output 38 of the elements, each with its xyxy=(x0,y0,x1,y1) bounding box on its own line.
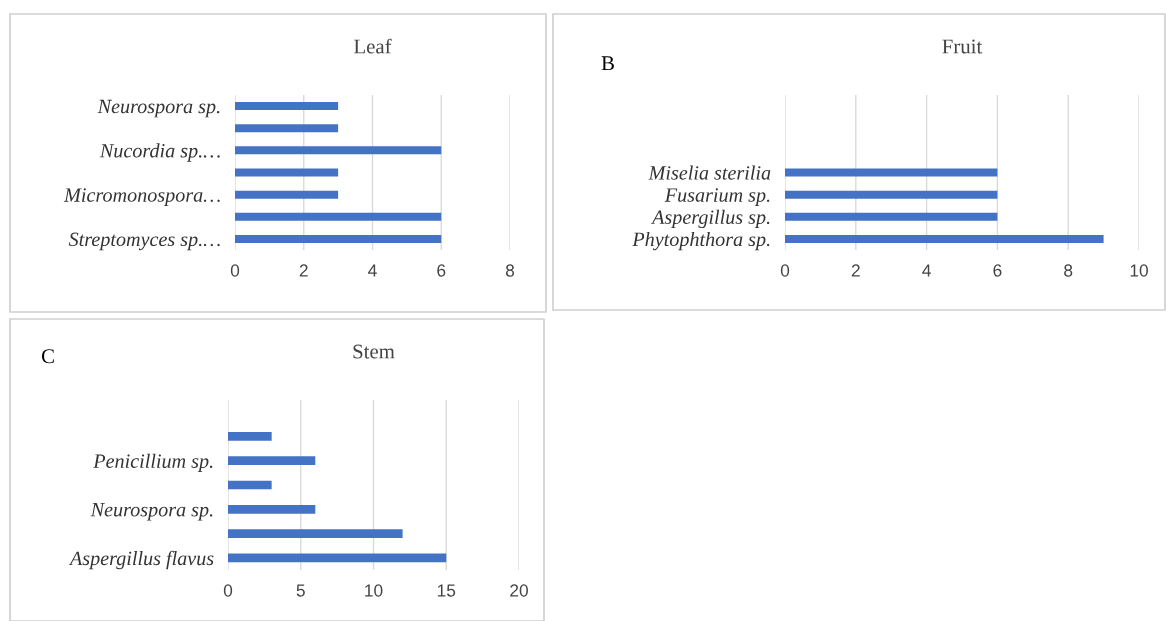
x-tick-label: 8 xyxy=(1064,264,1073,277)
bar xyxy=(228,529,403,538)
x-tick-label: 4 xyxy=(922,264,931,277)
x-tick-label: 5 xyxy=(296,584,305,597)
bar xyxy=(228,456,316,466)
y-tick-label: Neurospora sp. xyxy=(90,503,213,521)
x-tick-label: 20 xyxy=(510,584,528,597)
x-tick-label: 0 xyxy=(230,264,240,277)
x-tick-label: 8 xyxy=(505,264,515,277)
x-tick-label: 0 xyxy=(223,584,233,597)
text: B xyxy=(601,56,614,71)
y-tick-label: Nucordia sp.… xyxy=(99,143,220,162)
chart-title: Leaf xyxy=(354,38,392,54)
x-tick-label: 4 xyxy=(368,264,377,277)
x-tick-label: 15 xyxy=(437,584,456,597)
chart-title: Fruit xyxy=(942,39,983,54)
y-tick-label: Aspergillus flavus xyxy=(68,550,214,570)
y-tick-label: Miselia sterilia xyxy=(648,165,771,180)
y-tick-label: Penicillium sp. xyxy=(93,453,213,472)
x-tick-label: 10 xyxy=(1130,264,1148,277)
text: C xyxy=(41,349,54,364)
x-tick-label: 6 xyxy=(437,264,446,277)
y-tick-label: Micromonospora… xyxy=(63,188,220,206)
x-tick-label: 6 xyxy=(993,264,1002,277)
y-tick-label: Neurospora sp. xyxy=(97,99,220,118)
bar xyxy=(228,432,272,441)
x-tick-label: 10 xyxy=(365,584,383,597)
x-tick-label: 2 xyxy=(851,264,860,277)
y-tick-label: Phytophthora sp. xyxy=(632,231,770,251)
bar xyxy=(228,504,316,514)
chart-title: Stem xyxy=(353,344,395,359)
x-tick-label: 2 xyxy=(299,264,308,277)
y-tick-label: Streptomyces sp.… xyxy=(68,232,220,251)
x-tick-label: 0 xyxy=(780,264,790,277)
bar xyxy=(228,553,447,563)
bar xyxy=(228,480,272,490)
y-tick-label: Aspergillus sp. xyxy=(651,209,770,229)
y-tick-label: Fusarium sp. xyxy=(664,188,770,206)
